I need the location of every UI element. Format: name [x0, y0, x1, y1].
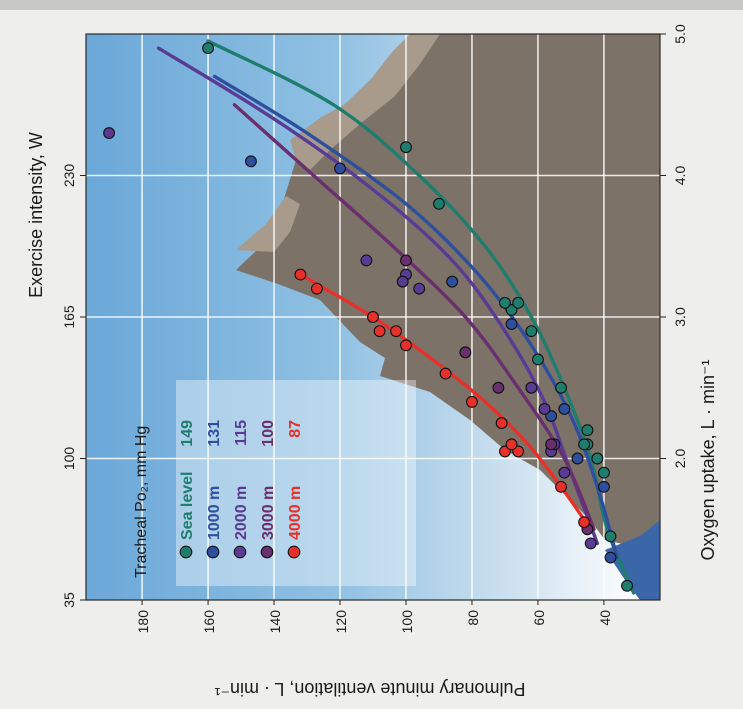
- point-2000-m-1: [558, 466, 571, 479]
- top-axis-label: Exercise intensity, W: [26, 132, 46, 298]
- legend-value-4000-m: 87: [287, 420, 304, 438]
- y-tick-label-7: 180: [135, 610, 151, 634]
- y-tick-label-2: 80: [465, 610, 481, 626]
- legend-label-sea-level: Sea level: [179, 472, 196, 541]
- curve-1000-m: [212, 74, 619, 560]
- legend-label-2000-m: 2000 m: [233, 486, 250, 540]
- point-sea-level-0: [621, 579, 633, 592]
- point-2000-m-7: [413, 282, 426, 295]
- point-sea-level-9: [525, 325, 538, 338]
- point-4000-m-4: [505, 438, 518, 451]
- point-2000-m-5: [525, 381, 538, 394]
- point-4000-m-0: [578, 516, 591, 529]
- point-1000-m-4: [558, 403, 571, 415]
- point-sea-level-13: [433, 197, 445, 210]
- point-sea-level-11: [512, 296, 525, 309]
- curve-3000-m: [232, 103, 596, 531]
- point-4000-m-10: [373, 325, 386, 338]
- legend-marker-3000-m: [260, 545, 274, 559]
- x2-tick-label-2: 165: [61, 305, 77, 329]
- point-1000-m-2: [571, 452, 584, 465]
- x-tick-label-1: 3.0: [672, 307, 688, 327]
- point-4000-m-13: [294, 268, 307, 281]
- foreground-water: [605, 520, 660, 600]
- y-tick-label-0: 40: [597, 610, 613, 626]
- point-4000-m-6: [466, 395, 478, 408]
- point-1000-m-5: [505, 318, 518, 331]
- point-2000-m-10: [103, 127, 116, 140]
- y-tick-label-6: 160: [201, 610, 217, 634]
- point-sea-level-14: [400, 141, 412, 154]
- legend-marker-sea-level: [179, 545, 193, 559]
- x-tick-label-0: 2.0: [672, 449, 688, 469]
- legend-label-4000-m: 4000 m: [287, 486, 304, 540]
- legend-value-1000-m: 131: [206, 420, 223, 447]
- left-axis-label: Pulmonary minute ventilation, L · min⁻¹: [215, 679, 526, 699]
- point-2000-m-4: [538, 403, 551, 415]
- x-tick-label-2: 4.0: [672, 166, 688, 186]
- legend-value-sea-level: 149: [179, 420, 196, 447]
- point-2000-m-9: [360, 254, 373, 267]
- point-sea-level-8: [531, 353, 544, 366]
- point-4000-m-8: [400, 339, 412, 352]
- point-4000-m-1: [555, 480, 567, 493]
- legend-marker-1000-m: [206, 545, 220, 559]
- point-4000-m-12: [310, 282, 323, 295]
- point-3000-m-1: [545, 438, 558, 451]
- legend-value-2000-m: 115: [233, 420, 250, 446]
- point-2000-m-0: [584, 537, 597, 550]
- axes: 40 60 80 100 120 140 160 180 2.0 3.0 4.0 5.0 35 100 16…: [61, 24, 688, 633]
- point-sea-level-2: [597, 466, 610, 479]
- x2-tick-label-1: 100: [61, 447, 77, 471]
- point-sea-level-5: [578, 438, 591, 451]
- point-sea-level-12: [499, 296, 511, 309]
- y-tick-label-3: 100: [399, 610, 415, 634]
- point-sea-level-7: [555, 381, 567, 394]
- point-3000-m-4: [400, 254, 412, 267]
- legend-marker-4000-m: [287, 545, 301, 559]
- point-3000-m-3: [459, 346, 472, 359]
- point-3000-m-2: [492, 381, 505, 394]
- point-1000-m-7: [334, 162, 346, 175]
- point-4000-m-9: [390, 325, 403, 338]
- bottom-axis-label: Oxygen uptake, L · min⁻¹: [698, 360, 718, 561]
- point-sea-level-3: [591, 452, 604, 465]
- point-1000-m-8: [244, 155, 257, 168]
- point-4000-m-5: [495, 417, 508, 430]
- point-4000-m-11: [367, 311, 379, 323]
- point-1000-m-0: [604, 551, 617, 564]
- point-1000-m-6: [446, 275, 459, 288]
- curve-2000-m: [156, 46, 600, 546]
- y-tick-label-4: 120: [333, 610, 349, 634]
- point-sea-level-6: [581, 424, 594, 437]
- point-sea-level-15: [202, 42, 215, 55]
- x-tick-label-3: 5.0: [672, 24, 688, 44]
- legend-value-3000-m: 100: [260, 420, 277, 447]
- plot-area: Tracheal Po₂, mm Hg Sea level 149 1000 m 13…: [85, 33, 661, 601]
- point-1000-m-1: [597, 480, 610, 493]
- point-sea-level-1: [604, 530, 617, 543]
- legend-label-1000-m: 1000 m: [206, 486, 223, 540]
- legend: Tracheal Po₂, mm Hg Sea level 149 1000 m 13…: [133, 380, 416, 586]
- x2-tick-label-0: 35: [61, 592, 77, 608]
- y-tick-label-5: 140: [267, 610, 283, 634]
- data-points: [103, 42, 633, 592]
- page-edge: [0, 0, 743, 10]
- legend-title: Tracheal Po₂, mm Hg: [133, 426, 150, 578]
- legend-label-3000-m: 3000 m: [260, 486, 277, 540]
- x2-tick-label-3: 230: [61, 164, 77, 188]
- legend-marker-2000-m: [233, 545, 247, 559]
- point-2000-m-8: [396, 275, 409, 288]
- point-4000-m-7: [439, 367, 452, 380]
- y-tick-label-1: 60: [531, 610, 547, 626]
